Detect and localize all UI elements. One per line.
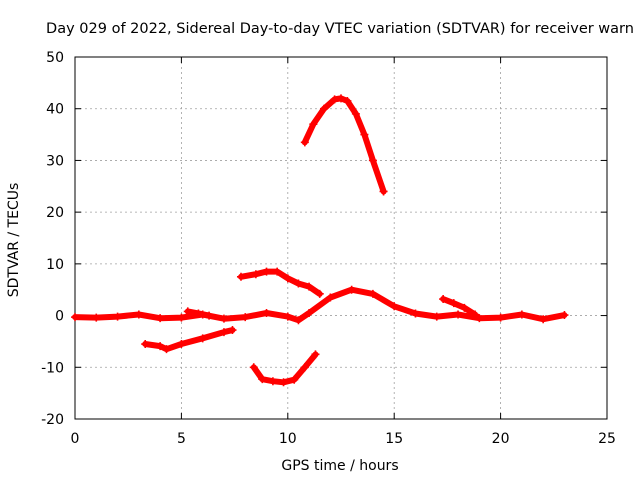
data-point [496,313,505,322]
y-tick-label: 10 [46,257,64,273]
data-point [183,307,192,316]
data-point [162,345,171,354]
data-point [305,308,314,317]
grid [75,57,607,419]
data-point [309,120,318,129]
data-point [156,314,165,323]
data-point [198,334,207,343]
data-point [279,378,288,387]
data-point [300,363,309,372]
y-tick-label: 50 [46,50,64,66]
y-tick-label: 40 [46,102,64,118]
x-tick-label: 10 [279,431,297,447]
data-point [249,363,258,372]
data-point [439,295,448,304]
data-point [268,377,277,386]
data-point [390,302,399,311]
data-point [177,313,186,322]
data-point [134,310,143,319]
chart-title: Day 029 of 2022, Sidereal Day-to-day VTE… [46,21,634,37]
data-point [319,104,328,113]
data-point [236,272,245,281]
data-point [315,289,324,298]
data-point [411,309,420,318]
data-point [290,375,299,384]
data-point [360,130,369,139]
data-point [351,109,360,118]
x-tick-label: 5 [177,431,186,447]
data-point [560,311,569,320]
x-axis-label: GPS time / hours [281,458,398,474]
data-point [156,342,165,351]
data-point [539,315,548,324]
data-point [454,310,463,319]
series-track-high-arc [301,95,387,195]
data-point [219,314,228,323]
data-point [241,313,250,322]
data-point [219,328,228,337]
data-point [347,285,356,294]
data-point [205,311,214,320]
data-point [141,340,150,349]
data-point [305,282,314,291]
data-point [432,312,441,321]
data-point [368,156,377,165]
ticks: 0 5 10 15 20 25 -20 -10 0 10 20 30 40 50 [41,50,616,447]
data-point [177,340,186,349]
series-track-late-bump [440,296,479,318]
data-point [517,310,526,319]
data-point [343,96,352,105]
data-point [337,94,345,103]
data-point [460,303,469,312]
data-point [294,279,303,288]
data-point [449,299,458,308]
x-tick-label: 25 [598,431,616,447]
data-point [311,350,320,359]
data-point [228,326,237,335]
data-series [71,94,569,387]
data-point [283,274,292,283]
data-point [251,270,260,279]
data-point [273,267,282,276]
data-point [92,313,101,322]
y-tick-label: 0 [55,309,64,325]
data-point [300,138,309,147]
data-point [294,316,303,325]
y-tick-label: -20 [41,412,64,428]
data-point [368,289,377,298]
data-point [283,312,292,321]
data-point [475,314,484,323]
data-point [330,95,339,104]
data-point [71,313,79,322]
y-axis-label: SDTVAR / TECUs [6,183,22,298]
y-tick-label: -10 [41,360,64,376]
data-point [258,375,267,384]
plot-frame [74,56,608,420]
y-tick-label: 20 [46,205,64,221]
data-point [262,267,271,276]
data-point [262,308,271,317]
y-tick-label: 30 [46,153,64,169]
data-point [113,312,122,321]
x-tick-label: 0 [71,431,80,447]
x-tick-label: 20 [492,431,510,447]
data-point [471,310,480,319]
x-tick-label: 15 [385,431,403,447]
data-point [379,187,388,196]
data-point [326,293,335,302]
data-point [194,309,203,318]
